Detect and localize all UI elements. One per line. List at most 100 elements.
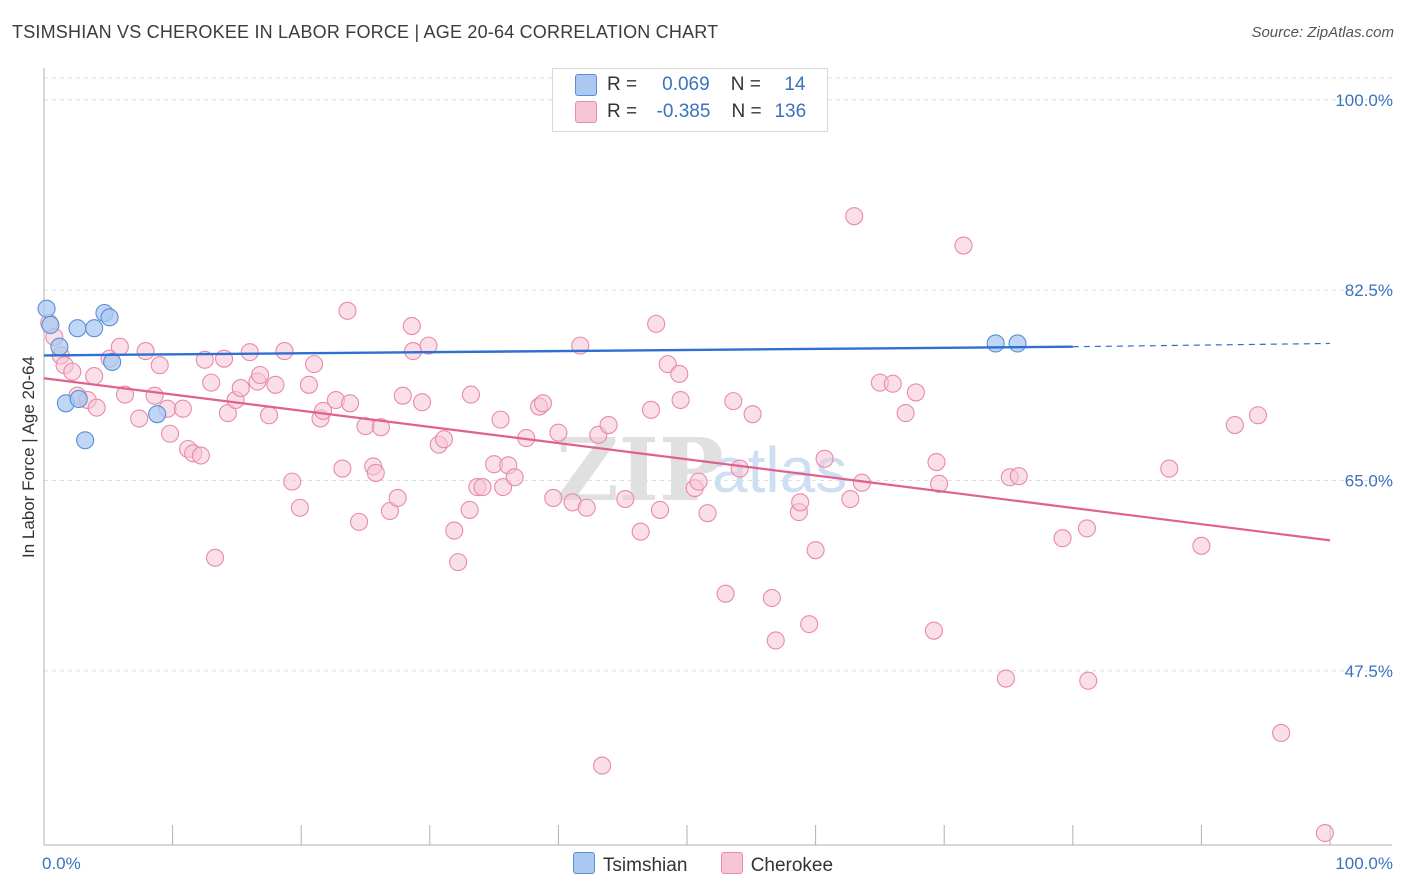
legend-label-cherokee: Cherokee: [750, 855, 834, 876]
cherokee-point: [191, 446, 210, 465]
cherokee-point: [63, 362, 82, 381]
cherokee-point: [173, 399, 192, 418]
cherokee-point: [641, 400, 661, 419]
cherokee-point: [341, 394, 360, 413]
cherokee-point: [402, 317, 421, 336]
legend-label-tsimshian: Tsimshian: [602, 855, 688, 876]
cherokee-point: [1160, 459, 1179, 478]
cherokee-point: [996, 669, 1015, 688]
legend-r-label: R =: [607, 74, 638, 96]
legend-n-label: N =: [731, 101, 762, 123]
grid-lines: [44, 77, 1392, 672]
cherokee-point: [1079, 671, 1098, 690]
cherokee-point: [413, 393, 432, 412]
y-tick-label: 100.0%: [1335, 91, 1393, 110]
cherokee-point: [616, 489, 635, 509]
cherokee-point: [290, 498, 309, 517]
cherokee-point: [671, 390, 690, 410]
cherokee-point: [388, 488, 407, 507]
tsimshian-trend-line: [43, 345, 1073, 357]
cherokee-point: [85, 367, 104, 386]
series-legend: Tsimshian Cherokee: [0, 852, 1406, 877]
cherokee-point: [1009, 467, 1028, 486]
cherokee-point: [338, 301, 357, 320]
cherokee-point: [815, 449, 834, 468]
tsimshian-point: [100, 308, 119, 327]
cherokee-point: [730, 459, 749, 478]
cherokee-point: [954, 236, 973, 255]
cherokee-point: [841, 489, 860, 509]
legend-r-label: R =: [607, 101, 638, 123]
cherokee-point: [658, 355, 677, 374]
cherokee-point: [647, 314, 666, 333]
cherokee-point: [240, 343, 259, 362]
cherokee-point: [800, 615, 819, 634]
cherokee-point: [160, 424, 180, 443]
cherokee-point: [195, 350, 214, 369]
tsimshian-trend-extension: [1072, 342, 1331, 348]
cherokee-point: [150, 356, 169, 375]
trend-lines: [43, 342, 1331, 542]
cherokee-point: [670, 364, 689, 383]
tsimshian-point: [69, 389, 88, 408]
cherokee-point: [924, 621, 943, 640]
cherokee-point: [275, 342, 294, 361]
correlation-legend: R = 0.069 N = 14 R = -0.385 N = 136: [552, 68, 828, 132]
cherokee-swatch: [720, 852, 743, 874]
cherokee-point: [449, 553, 468, 572]
cherokee-point: [743, 405, 762, 424]
legend-n-label: N =: [730, 74, 761, 96]
y-axis-label: In Labor Force | Age 20-64: [19, 356, 38, 558]
cherokee-point: [136, 342, 155, 361]
cherokee-point: [115, 385, 135, 404]
cherokee-point: [259, 406, 279, 425]
cherokee-point: [577, 498, 596, 517]
cherokee-point: [145, 386, 164, 405]
tsimshian-point: [1008, 334, 1027, 353]
cherokee-point: [110, 337, 129, 356]
tsimshian-swatch: [575, 74, 597, 96]
cherokee-point: [434, 430, 453, 449]
cherokee-point: [333, 459, 352, 478]
cherokee-point: [1192, 536, 1211, 555]
cherokee-point: [791, 493, 810, 512]
tsimshian-point: [85, 319, 104, 338]
legend-n-value: 136: [774, 101, 807, 123]
axes: [43, 68, 1392, 846]
x-tick-label: 0.0%: [42, 854, 81, 873]
cherokee-point: [266, 375, 285, 394]
y-tick-label: 82.5%: [1345, 281, 1393, 300]
legend-row-tsimshian: R = 0.069 N = 14: [575, 74, 805, 100]
y-tick-labels: 100.0% 82.5% 65.0% 47.5%: [1335, 91, 1393, 681]
tsimshian-point: [50, 337, 69, 356]
cherokee-point: [533, 394, 553, 413]
cherokee-point: [716, 584, 735, 603]
cherokee-point: [250, 365, 270, 385]
cherokee-point: [461, 385, 481, 404]
cherokee-point: [930, 474, 949, 493]
cherokee-point: [130, 409, 149, 428]
cherokee-point: [445, 521, 464, 540]
cherokee-point: [883, 374, 902, 393]
tsimshian-point: [68, 319, 87, 338]
cherokee-point: [766, 631, 785, 650]
cherokee-point: [927, 452, 946, 472]
legend-row-cherokee: R = -0.385 N = 136: [575, 101, 806, 127]
cherokee-point: [314, 401, 333, 420]
cherokee-point: [283, 472, 302, 491]
cherokee-point: [491, 410, 510, 429]
cherokee-point: [419, 336, 438, 355]
cherokee-point: [689, 472, 708, 491]
cherokee-point: [505, 468, 524, 487]
tsimshian-point: [986, 334, 1005, 353]
cherokee-point: [460, 500, 479, 519]
legend-item-cherokee: Cherokee: [720, 852, 834, 877]
cherokee-point: [205, 548, 225, 567]
cherokee-point: [305, 355, 324, 374]
cherokee-point: [393, 386, 412, 405]
tsimshian-point: [103, 352, 122, 372]
chart-title: TSIMSHIAN VS CHEROKEE IN LABOR FORCE | A…: [12, 22, 719, 42]
cherokee-point: [1248, 406, 1268, 425]
cherokee-point: [87, 398, 106, 417]
